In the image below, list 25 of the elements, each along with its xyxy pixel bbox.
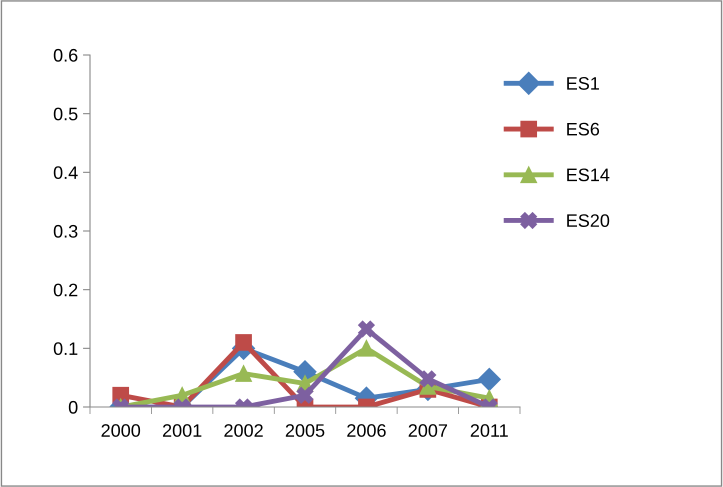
point: [478, 368, 501, 391]
legend-label: ES1: [567, 77, 599, 90]
y-tick-label: 0.2: [54, 284, 78, 296]
legend-label: ES20: [567, 214, 610, 227]
point: [358, 340, 375, 357]
x-tick-label: 2002: [224, 424, 263, 437]
y-tick-label: 0.6: [54, 48, 78, 62]
point: [358, 320, 375, 338]
legend-label: ES6: [567, 122, 600, 136]
point: [235, 334, 252, 351]
y-tick-label: 0.5: [54, 108, 78, 120]
point: [420, 370, 436, 388]
point: [296, 386, 314, 404]
x-tick-label: 2007: [408, 424, 448, 437]
legend-label: ES14: [567, 168, 610, 182]
x-tick-label: 2006: [347, 424, 386, 437]
x-tick-label: 2011: [470, 424, 508, 437]
x-tick-label: 2005: [286, 424, 324, 437]
y-tick-label: 0.4: [54, 166, 78, 180]
x-tick-label: 2000: [102, 424, 140, 437]
y-tick-label: 0.1: [54, 342, 78, 356]
x-tick-label: 2001: [162, 424, 202, 437]
y-tick-label: 0: [68, 400, 78, 414]
y-tick-label: 0.3: [54, 224, 78, 238]
point: [235, 365, 252, 382]
